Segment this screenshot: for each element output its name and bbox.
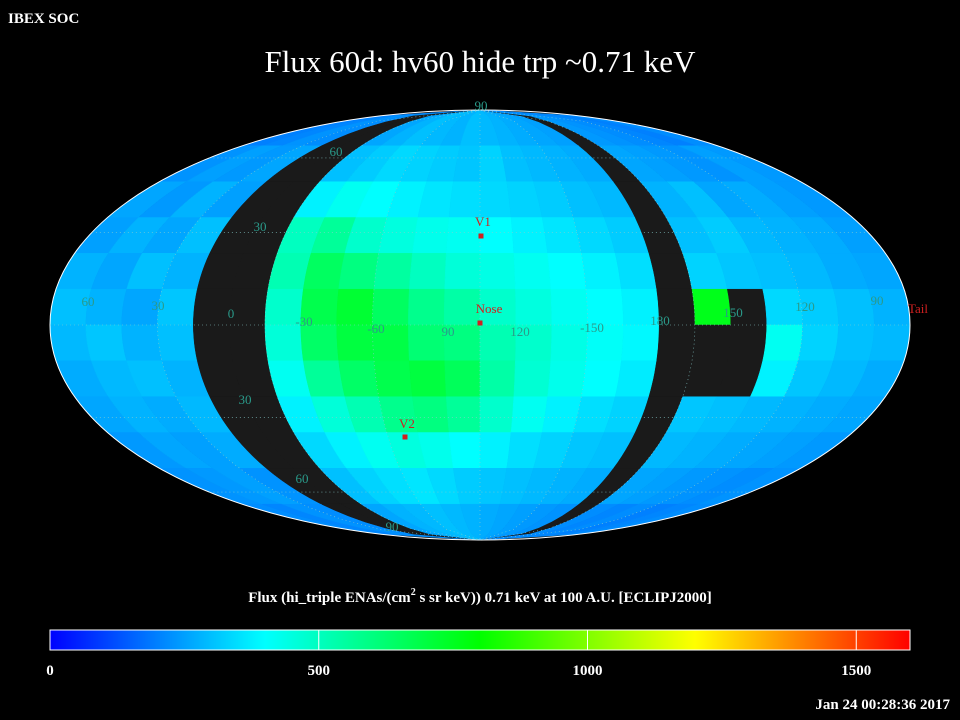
grid-label: 30 bbox=[152, 298, 165, 313]
map-cell bbox=[300, 324, 339, 362]
map-cell bbox=[868, 324, 911, 362]
grid-line bbox=[479, 109, 588, 541]
grid-label: 30 bbox=[254, 219, 267, 234]
marker bbox=[402, 434, 408, 440]
map-cell bbox=[228, 288, 269, 326]
map-cell bbox=[726, 324, 767, 362]
map-cell bbox=[797, 324, 839, 362]
map: 60 30 0 -30 -60 90 120 -150 180 150 120 90 90 60 30 30 6… bbox=[49, 98, 928, 541]
map-cell bbox=[338, 360, 379, 397]
map-cell bbox=[157, 324, 198, 362]
map-cell bbox=[513, 253, 551, 290]
grid-label: 60 bbox=[330, 144, 343, 159]
marker-label: V1 bbox=[475, 214, 491, 229]
colorbar-scale bbox=[49, 629, 911, 651]
grid-label: -30 bbox=[295, 314, 312, 329]
colorbar-tick-label: 1000 bbox=[573, 663, 603, 679]
map-cell bbox=[581, 360, 622, 397]
map-cell bbox=[832, 324, 875, 362]
map-cell bbox=[408, 288, 445, 326]
label-part: Flux (hi_triple ENAs/(cm bbox=[248, 590, 411, 606]
colorbar: 0 500 1000 1500 bbox=[46, 629, 911, 679]
map-cell bbox=[547, 360, 587, 397]
grid-label: 90 bbox=[442, 324, 455, 339]
map-cell bbox=[515, 288, 552, 326]
map-cell bbox=[409, 253, 447, 290]
map-cell bbox=[479, 253, 516, 290]
colorbar-tick-label: 1500 bbox=[841, 663, 871, 679]
grid-label: -60 bbox=[367, 321, 384, 336]
grid-line bbox=[264, 109, 481, 541]
grid-label: 150 bbox=[723, 305, 743, 320]
grid-label: 120 bbox=[510, 324, 530, 339]
grid-label: 60 bbox=[82, 294, 95, 309]
label-superscript: 2 bbox=[411, 587, 416, 598]
grid-label: 0 bbox=[228, 306, 235, 321]
map-cell bbox=[510, 217, 548, 254]
map-cell bbox=[656, 324, 696, 362]
map-cell bbox=[762, 324, 803, 362]
map-cell bbox=[581, 253, 622, 290]
grid-label: -150 bbox=[580, 320, 604, 335]
map-cell bbox=[448, 181, 481, 218]
map-cell bbox=[448, 432, 481, 469]
map-cell bbox=[408, 324, 445, 362]
grid-label: 90 bbox=[475, 98, 488, 113]
map-cell bbox=[479, 181, 512, 218]
map-cell bbox=[412, 217, 450, 254]
map-cell bbox=[373, 360, 413, 397]
marker-label: Nose bbox=[476, 301, 503, 316]
map-cell bbox=[479, 396, 515, 433]
map-cell bbox=[303, 253, 346, 290]
colorbar-tick-label: 500 bbox=[308, 663, 331, 679]
map-cell bbox=[372, 288, 410, 326]
map-cell bbox=[121, 324, 163, 362]
grid-label: 180 bbox=[650, 313, 670, 328]
grid-label: 120 bbox=[795, 299, 815, 314]
map-cell bbox=[691, 324, 732, 362]
map-cell bbox=[832, 288, 875, 326]
map-cell bbox=[547, 253, 587, 290]
map-cell bbox=[193, 324, 234, 362]
colorbar-label: Flux (hi_triple ENAs/(cm2 s sr keV)) 0.7… bbox=[248, 587, 712, 606]
map-cell bbox=[336, 288, 375, 326]
map-cell bbox=[338, 253, 379, 290]
map-cell bbox=[373, 253, 413, 290]
map-cell bbox=[228, 324, 269, 362]
map-cell bbox=[510, 396, 548, 433]
marker-label: Tail bbox=[908, 301, 928, 316]
map-cell bbox=[303, 360, 346, 397]
map-cell bbox=[445, 396, 481, 433]
timestamp: Jan 24 00:28:36 2017 bbox=[815, 697, 950, 713]
map-cell bbox=[85, 324, 128, 362]
grid-label: 60 bbox=[296, 471, 309, 486]
marker bbox=[478, 233, 484, 239]
map-cell bbox=[621, 324, 660, 362]
map-cell bbox=[409, 360, 447, 397]
grid-label: 90 bbox=[871, 293, 884, 308]
map-cell bbox=[443, 288, 481, 326]
map-cell bbox=[264, 324, 304, 362]
map-cell bbox=[444, 253, 481, 290]
marker bbox=[477, 320, 483, 326]
map-cell bbox=[479, 432, 512, 469]
grid-line bbox=[372, 109, 481, 541]
map-cell bbox=[513, 360, 551, 397]
marker-label: V2 bbox=[399, 416, 415, 431]
chart-title: Flux 60d: hv60 hide trp ~0.71 keV bbox=[265, 44, 697, 79]
map-cell bbox=[412, 396, 450, 433]
map-cell bbox=[479, 360, 516, 397]
map-cell bbox=[49, 324, 92, 362]
label-part: s sr keV)) 0.71 keV at 100 A.U. [ECLIPJ2… bbox=[416, 590, 712, 606]
map-cell bbox=[444, 360, 481, 397]
colorbar-tick-label: 0 bbox=[46, 663, 54, 679]
header: IBEX SOC bbox=[8, 11, 79, 27]
grid-line bbox=[479, 109, 696, 541]
grid-label: 30 bbox=[239, 392, 252, 407]
grid-label: 90 bbox=[386, 519, 399, 534]
